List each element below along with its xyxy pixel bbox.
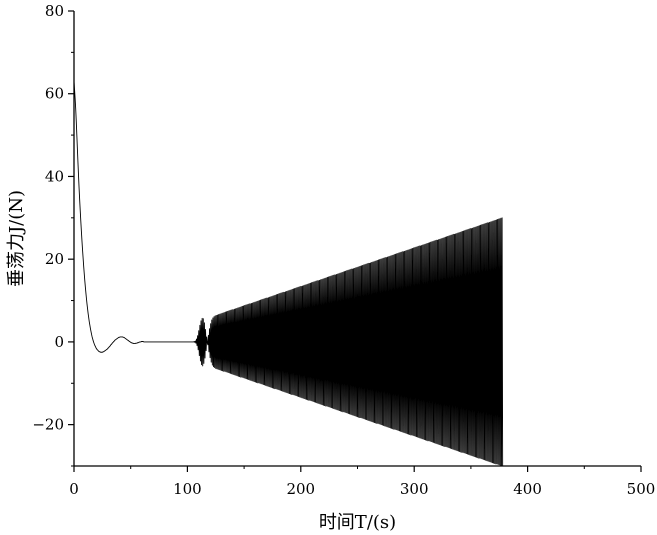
plot-area <box>73 81 504 467</box>
y-tick-label: 80 <box>45 2 64 20</box>
x-tick-label: 400 <box>513 480 542 498</box>
x-tick-label: 200 <box>286 480 315 498</box>
y-tick-label: 0 <box>54 333 64 351</box>
axes <box>68 10 642 472</box>
y-tick-label: −20 <box>32 416 64 434</box>
y-axis-title: 垂荡力J/(N) <box>6 190 27 287</box>
y-tick-label: 40 <box>45 167 64 185</box>
y-tick-label: 60 <box>45 85 64 103</box>
x-axis-title: 时间T/(s) <box>319 512 396 533</box>
x-tick-label: 300 <box>400 480 429 498</box>
y-tick-label: 20 <box>45 250 64 268</box>
x-tick-label: 500 <box>627 480 656 498</box>
series-line <box>73 81 504 467</box>
x-tick-label: 100 <box>173 480 202 498</box>
tick-labels: −20 0 20 40 60 80 0 100 200 300 400 500 <box>32 2 655 498</box>
x-tick-label: 0 <box>69 480 79 498</box>
